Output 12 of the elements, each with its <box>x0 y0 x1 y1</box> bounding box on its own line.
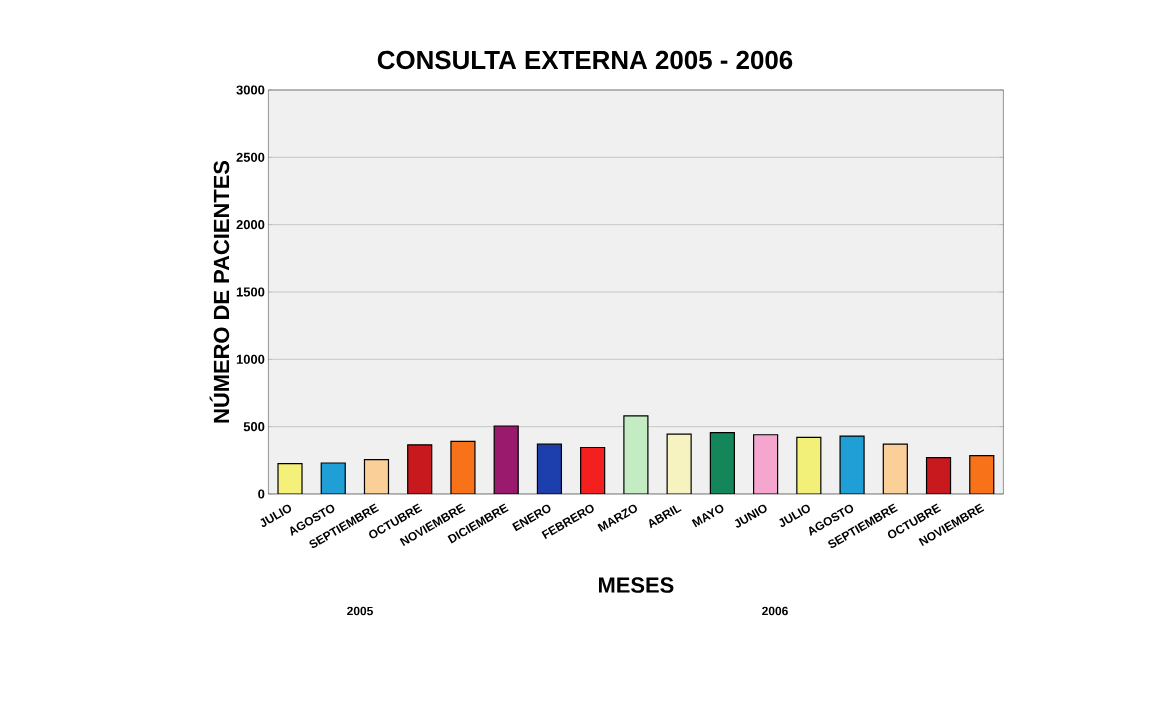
text: 2006 <box>762 606 788 616</box>
y-tick-label: 1500 <box>236 287 265 297</box>
chart-title: CONSULTA EXTERNA 2005 - 2006 <box>377 50 793 70</box>
x-axis-title: MESES <box>599 577 674 593</box>
y-tick-label: 1000 <box>236 354 265 364</box>
y-tick-label: 2500 <box>236 152 265 162</box>
y-tick-label: 500 <box>243 422 265 432</box>
y-tick-label: 2000 <box>236 220 265 230</box>
y-axis-title: NÚMERO DE PACIENTES <box>209 160 230 423</box>
text: 2005 <box>347 606 373 616</box>
y-tick-label: 3000 <box>236 85 265 95</box>
y-tick-label: 0 <box>258 489 265 499</box>
